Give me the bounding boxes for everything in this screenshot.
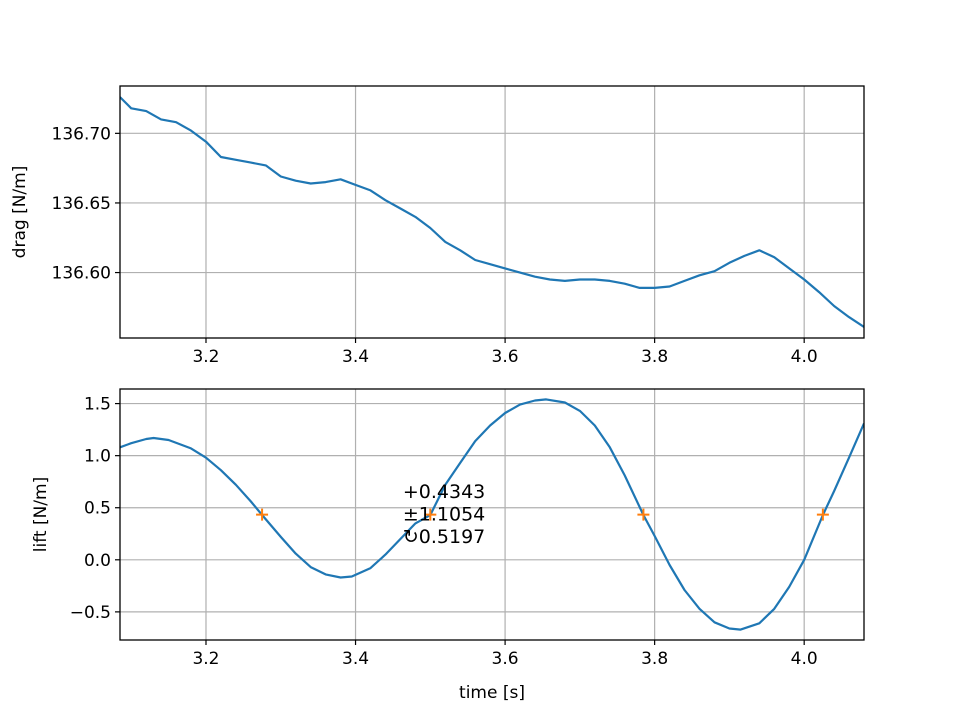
x-tick-label: 4.0 xyxy=(791,649,818,669)
stats-annotation-line: ↻0.5197 xyxy=(403,526,485,548)
crossing-marker xyxy=(424,508,437,521)
x-tick-label: 3.4 xyxy=(342,649,369,669)
x-tick-label: 3.4 xyxy=(342,347,369,367)
x-tick-label: 3.2 xyxy=(192,649,219,669)
y-tick-label: 136.65 xyxy=(52,194,111,214)
stats-annotation-line: ±1.1054 xyxy=(403,504,485,526)
y-tick-label: 0.0 xyxy=(84,551,111,571)
axes-frame xyxy=(119,388,865,641)
y-axis-label: drag [N/m] xyxy=(10,166,30,259)
stats-annotation-line: +0.4343 xyxy=(403,481,485,503)
x-tick-label: 4.0 xyxy=(791,347,818,367)
x-tick-label: 3.8 xyxy=(641,649,668,669)
lift-line xyxy=(120,398,864,631)
x-tick-label: 3.8 xyxy=(641,347,668,367)
y-axis-label: lift [N/m] xyxy=(31,477,51,552)
y-tick-label: 136.60 xyxy=(52,264,111,284)
lift-subplot: 3.2 3.4 3.6 3.8 4.0 −0.5 0.0 0.5 1.0 1.5 lift [N/m… xyxy=(31,388,865,703)
crossing-marker xyxy=(816,508,829,521)
drag-subplot: 3.2 3.4 3.6 3.8 4.0 136.60 136.65 136.70 drag [N… xyxy=(10,85,865,367)
y-tick-label: 1.0 xyxy=(84,447,111,467)
axes-frame xyxy=(119,85,865,339)
y-tick-label: −0.5 xyxy=(70,603,111,623)
x-tick-label: 3.6 xyxy=(492,649,519,669)
crossing-marker xyxy=(637,508,650,521)
x-tick-label: 3.6 xyxy=(492,347,519,367)
y-tick-label: 0.5 xyxy=(84,499,111,519)
y-tick-label: 1.5 xyxy=(84,395,111,415)
y-tick-label: 136.70 xyxy=(52,124,111,144)
drag-line xyxy=(120,96,864,328)
x-axis-label: time [s] xyxy=(459,683,525,703)
x-tick-label: 3.2 xyxy=(192,347,219,367)
crossing-marker xyxy=(256,508,269,521)
